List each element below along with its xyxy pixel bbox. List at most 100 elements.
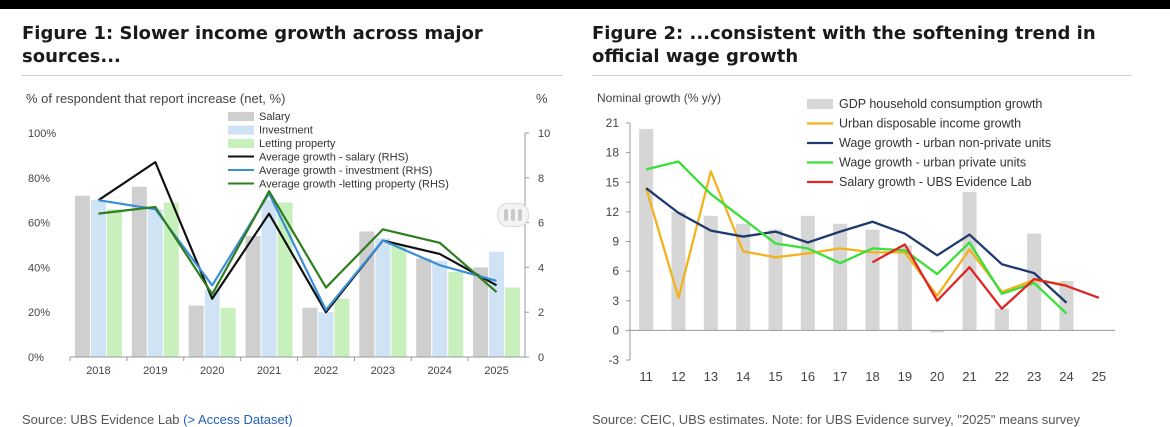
figure1-left-tick-label: 20% xyxy=(28,307,50,319)
figure1-right-tick-label: 2 xyxy=(538,307,544,319)
bar-salary-2019 xyxy=(131,186,147,357)
floating-overlay-widget[interactable] xyxy=(497,203,529,227)
figure1-x-tick-label: 2019 xyxy=(143,365,167,377)
line-wage-growth-urban-non-private-units xyxy=(645,187,1068,304)
bar-investment-2024 xyxy=(432,260,448,357)
figure1-legend-label: Letting property xyxy=(259,138,336,150)
line-average-growth-letting-property-rhs xyxy=(98,190,498,296)
bar-gdp-consumption-20 xyxy=(930,330,945,333)
figure2-legend-label: Wage growth - urban private units xyxy=(839,156,1026,170)
figure1-title: Figure 1: Slower income growth across ma… xyxy=(22,23,483,67)
bar-gdp-consumption-21 xyxy=(962,192,977,331)
figure1-legend-label: Average growth -letting property (RHS) xyxy=(259,179,449,191)
bar-letting-property-2024 xyxy=(448,271,464,357)
figure2-x-tick-label: 18 xyxy=(865,369,879,384)
figure1-right-axis-label: % xyxy=(536,91,548,106)
bar-letting-property-2022 xyxy=(334,298,350,357)
figure2-legend-label: Wage growth - urban non-private units xyxy=(839,136,1051,150)
bar-gdp-consumption-18 xyxy=(865,229,880,331)
figure2-title: Figure 2: ...consistent with the softeni… xyxy=(592,23,1096,67)
figure1-legend-label: Average growth - salary (RHS) xyxy=(259,152,409,164)
line-average-growth-salary-rhs xyxy=(97,161,498,314)
figure2-chart: Nominal growth (% y/y) -3 0 3 6 9 12 15 18 21 11 12… xyxy=(597,91,1115,384)
figure1-right-tick-label: 0 xyxy=(538,352,544,364)
bar-gdp-consumption-16 xyxy=(800,215,815,331)
figure1-left-tick-label: 0% xyxy=(28,352,44,364)
figure1-right-tick-label: 10 xyxy=(538,128,550,140)
figure1-subtitle: % of respondent that report increase (ne… xyxy=(26,91,285,106)
figure2-x-tick-label: 16 xyxy=(801,369,815,384)
bar-gdp-consumption-11 xyxy=(639,128,654,331)
figure2-x-tick-label: 19 xyxy=(898,369,912,384)
figure1-source-text: Source: UBS Evidence Lab xyxy=(22,412,180,427)
bar-salary-2021 xyxy=(245,236,261,357)
figure1-divider xyxy=(22,75,562,76)
figure2-legend-label: Salary growth - UBS Evidence Lab xyxy=(839,175,1032,189)
figure2-y-tick-label: 0 xyxy=(612,323,619,337)
bar-gdp-consumption-22 xyxy=(994,308,1009,331)
bar-letting-property-2018 xyxy=(106,209,122,357)
figure2-y-tick-label: 18 xyxy=(606,146,620,160)
bar-investment-2021 xyxy=(261,200,277,357)
line-salary-growth-ubs-evidence-lab xyxy=(871,243,1100,310)
figure2-legend-label: GDP household consumption growth xyxy=(839,97,1042,111)
bar-salary-2020 xyxy=(188,305,204,357)
bar-salary-2022 xyxy=(302,307,318,357)
bar-letting-property-2020 xyxy=(220,307,236,357)
bar-gdp-consumption-24 xyxy=(1059,281,1074,331)
bar-gdp-consumption-12 xyxy=(671,211,686,331)
figure1-right-tick-label: 6 xyxy=(538,218,544,230)
figure1-legend-label: Average growth - investment (RHS) xyxy=(259,165,432,177)
figure2-x-tick-label: 12 xyxy=(671,369,685,384)
figure2-divider xyxy=(592,75,1132,76)
figure2-y-tick-label: 15 xyxy=(606,175,620,189)
figure2-x-tick-label: 15 xyxy=(768,369,782,384)
figure1-x-tick-label: 2022 xyxy=(314,365,338,377)
bar-gdp-consumption-19 xyxy=(897,245,912,331)
figure1-x-tick-label: 2025 xyxy=(484,365,508,377)
figure2-x-tick-label: 11 xyxy=(639,369,653,384)
figure1-right-tick-label: 4 xyxy=(538,262,544,274)
bar-investment-2018 xyxy=(90,200,106,357)
figure2-x-tick-label: 22 xyxy=(995,369,1009,384)
bar-investment-2020 xyxy=(204,289,220,357)
line-wage-growth-urban-private-units xyxy=(645,160,1068,315)
top-frame-bar xyxy=(0,0,1170,9)
figure2-x-tick-label: 24 xyxy=(1059,369,1073,384)
figure2-legend-swatch-gdp-household-consumption-growth xyxy=(807,99,833,109)
figure1-left-tick-label: 60% xyxy=(28,218,50,230)
figure2-x-tick-label: 23 xyxy=(1027,369,1041,384)
figure1-left-tick-label: 80% xyxy=(28,173,50,185)
bar-salary-2025 xyxy=(473,267,489,357)
figure1-x-tick-label: 2021 xyxy=(257,365,281,377)
figure1-x-tick-label: 2020 xyxy=(200,365,224,377)
figure2-y-tick-label: 9 xyxy=(612,235,619,249)
bar-investment-2019 xyxy=(147,209,163,357)
bar-letting-property-2023 xyxy=(391,245,407,357)
bar-gdp-consumption-14 xyxy=(736,223,751,331)
figure2-x-tick-label: 21 xyxy=(962,369,976,384)
bar-investment-2022 xyxy=(318,312,334,357)
bar-salary-2024 xyxy=(416,258,432,357)
bar-gdp-consumption-17 xyxy=(833,223,848,331)
figure1-left-tick-label: 100% xyxy=(28,128,56,140)
figure1-x-tick-label: 2018 xyxy=(86,365,110,377)
figure2-y-tick-label: 3 xyxy=(612,294,619,308)
figure1-legend-swatch-salary xyxy=(228,112,254,121)
bar-gdp-consumption-15 xyxy=(768,229,783,331)
figure1-source: Source: UBS Evidence Lab (> Access Datas… xyxy=(22,412,562,427)
bar-salary-2018 xyxy=(74,195,90,357)
figure1-left-tick-label: 40% xyxy=(28,262,50,274)
bar-gdp-consumption-13 xyxy=(703,215,718,331)
figure1-legend-label: Investment xyxy=(259,125,313,137)
figure2-x-tick-label: 20 xyxy=(930,369,944,384)
bar-letting-property-2019 xyxy=(163,202,179,357)
figure2-source: Source: CEIC, UBS estimates. Note: for U… xyxy=(592,412,1081,427)
figure2-y-tick-label: 12 xyxy=(606,205,620,219)
bar-letting-property-2025 xyxy=(505,287,521,357)
figure1-x-tick-label: 2024 xyxy=(427,365,451,377)
figure1-legend-swatch-investment xyxy=(228,125,254,135)
figure1-chart: % of respondent that report increase (ne… xyxy=(26,91,550,377)
access-dataset-link[interactable]: (> Access Dataset) xyxy=(183,412,293,427)
bar-investment-2025 xyxy=(489,251,505,357)
